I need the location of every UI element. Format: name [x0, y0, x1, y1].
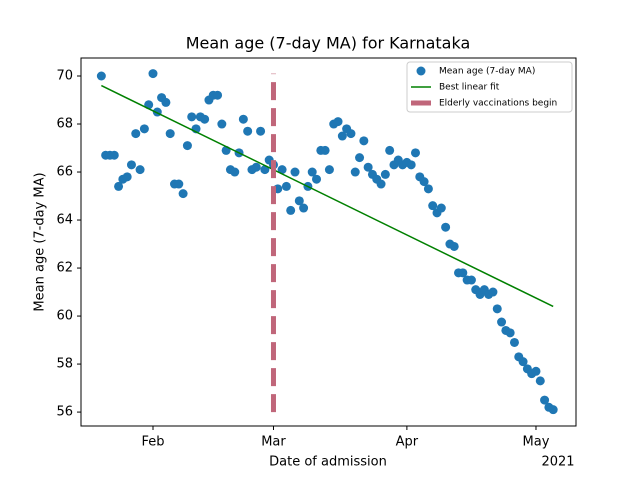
plot-frame — [80, 57, 577, 427]
y-tick-label: 64 — [56, 213, 73, 228]
scatter-series — [96, 69, 558, 415]
point — [182, 141, 192, 151]
point — [350, 167, 360, 177]
x-tick-label: Apr — [396, 435, 419, 450]
x-offset-label: 2021 — [541, 455, 574, 470]
point — [337, 131, 347, 141]
point — [131, 129, 141, 139]
point — [277, 165, 287, 175]
point — [548, 405, 558, 415]
point — [256, 126, 266, 136]
point — [217, 119, 227, 129]
legend-box — [406, 61, 573, 113]
point — [320, 145, 330, 155]
point — [307, 167, 317, 177]
point — [535, 376, 545, 386]
x-tick-label: Feb — [141, 435, 164, 450]
x-axis-label: Date of admission — [269, 455, 387, 470]
point — [531, 366, 541, 376]
point — [355, 153, 365, 163]
y-tick-label: 58 — [56, 357, 73, 372]
point — [165, 129, 175, 139]
point — [290, 167, 300, 177]
point — [385, 145, 395, 155]
legend-label: Best linear fit — [439, 83, 500, 93]
legend-label: Mean age (7-day MA) — [439, 67, 535, 77]
point — [126, 160, 136, 170]
point — [122, 172, 132, 182]
point — [518, 357, 528, 367]
legend-label: Elderly vaccinations begin — [439, 99, 557, 109]
point — [540, 395, 550, 405]
point — [161, 97, 171, 107]
y-tick-label: 60 — [56, 309, 73, 324]
point — [174, 179, 184, 189]
point — [96, 71, 106, 81]
point — [441, 222, 451, 232]
x-tick-label: May — [523, 435, 550, 450]
point — [363, 162, 373, 172]
point — [312, 174, 322, 184]
y-tick-label: 62 — [56, 261, 73, 276]
point — [324, 165, 334, 175]
y-tick-label: 70 — [56, 69, 73, 84]
point — [299, 203, 309, 213]
point — [178, 189, 188, 199]
x-tick-label: Mar — [261, 435, 286, 450]
legend-marker — [416, 66, 426, 76]
point — [376, 179, 386, 189]
point — [294, 196, 304, 206]
chart-title: Mean age (7-day MA) for Karnataka — [186, 34, 471, 53]
point — [230, 167, 240, 177]
point — [359, 136, 369, 146]
point — [243, 126, 253, 136]
point — [428, 201, 438, 211]
point — [286, 205, 296, 215]
point — [148, 69, 158, 79]
y-axis-label: Mean age (7-day MA) — [33, 172, 48, 311]
point — [509, 337, 519, 347]
y-tick-label: 68 — [56, 117, 73, 132]
point — [436, 203, 446, 213]
point — [380, 169, 390, 179]
y-tick-label: 56 — [56, 405, 73, 420]
point — [458, 268, 468, 278]
point — [281, 181, 291, 191]
point — [449, 241, 459, 251]
point — [466, 275, 476, 285]
point — [213, 90, 223, 100]
point — [497, 317, 507, 327]
point — [200, 114, 210, 124]
point — [488, 287, 498, 297]
line-series — [101, 84, 554, 308]
point — [406, 160, 416, 170]
point — [135, 165, 145, 175]
point — [238, 114, 248, 124]
point — [346, 129, 356, 139]
point — [423, 184, 433, 194]
point — [187, 112, 197, 122]
y-tick-label: 66 — [56, 165, 73, 180]
point — [410, 148, 420, 158]
point — [114, 181, 124, 191]
point — [251, 162, 261, 172]
point — [492, 304, 502, 314]
point — [109, 150, 119, 160]
point — [139, 124, 149, 134]
point — [505, 328, 515, 338]
point — [333, 117, 343, 127]
point — [419, 177, 429, 187]
